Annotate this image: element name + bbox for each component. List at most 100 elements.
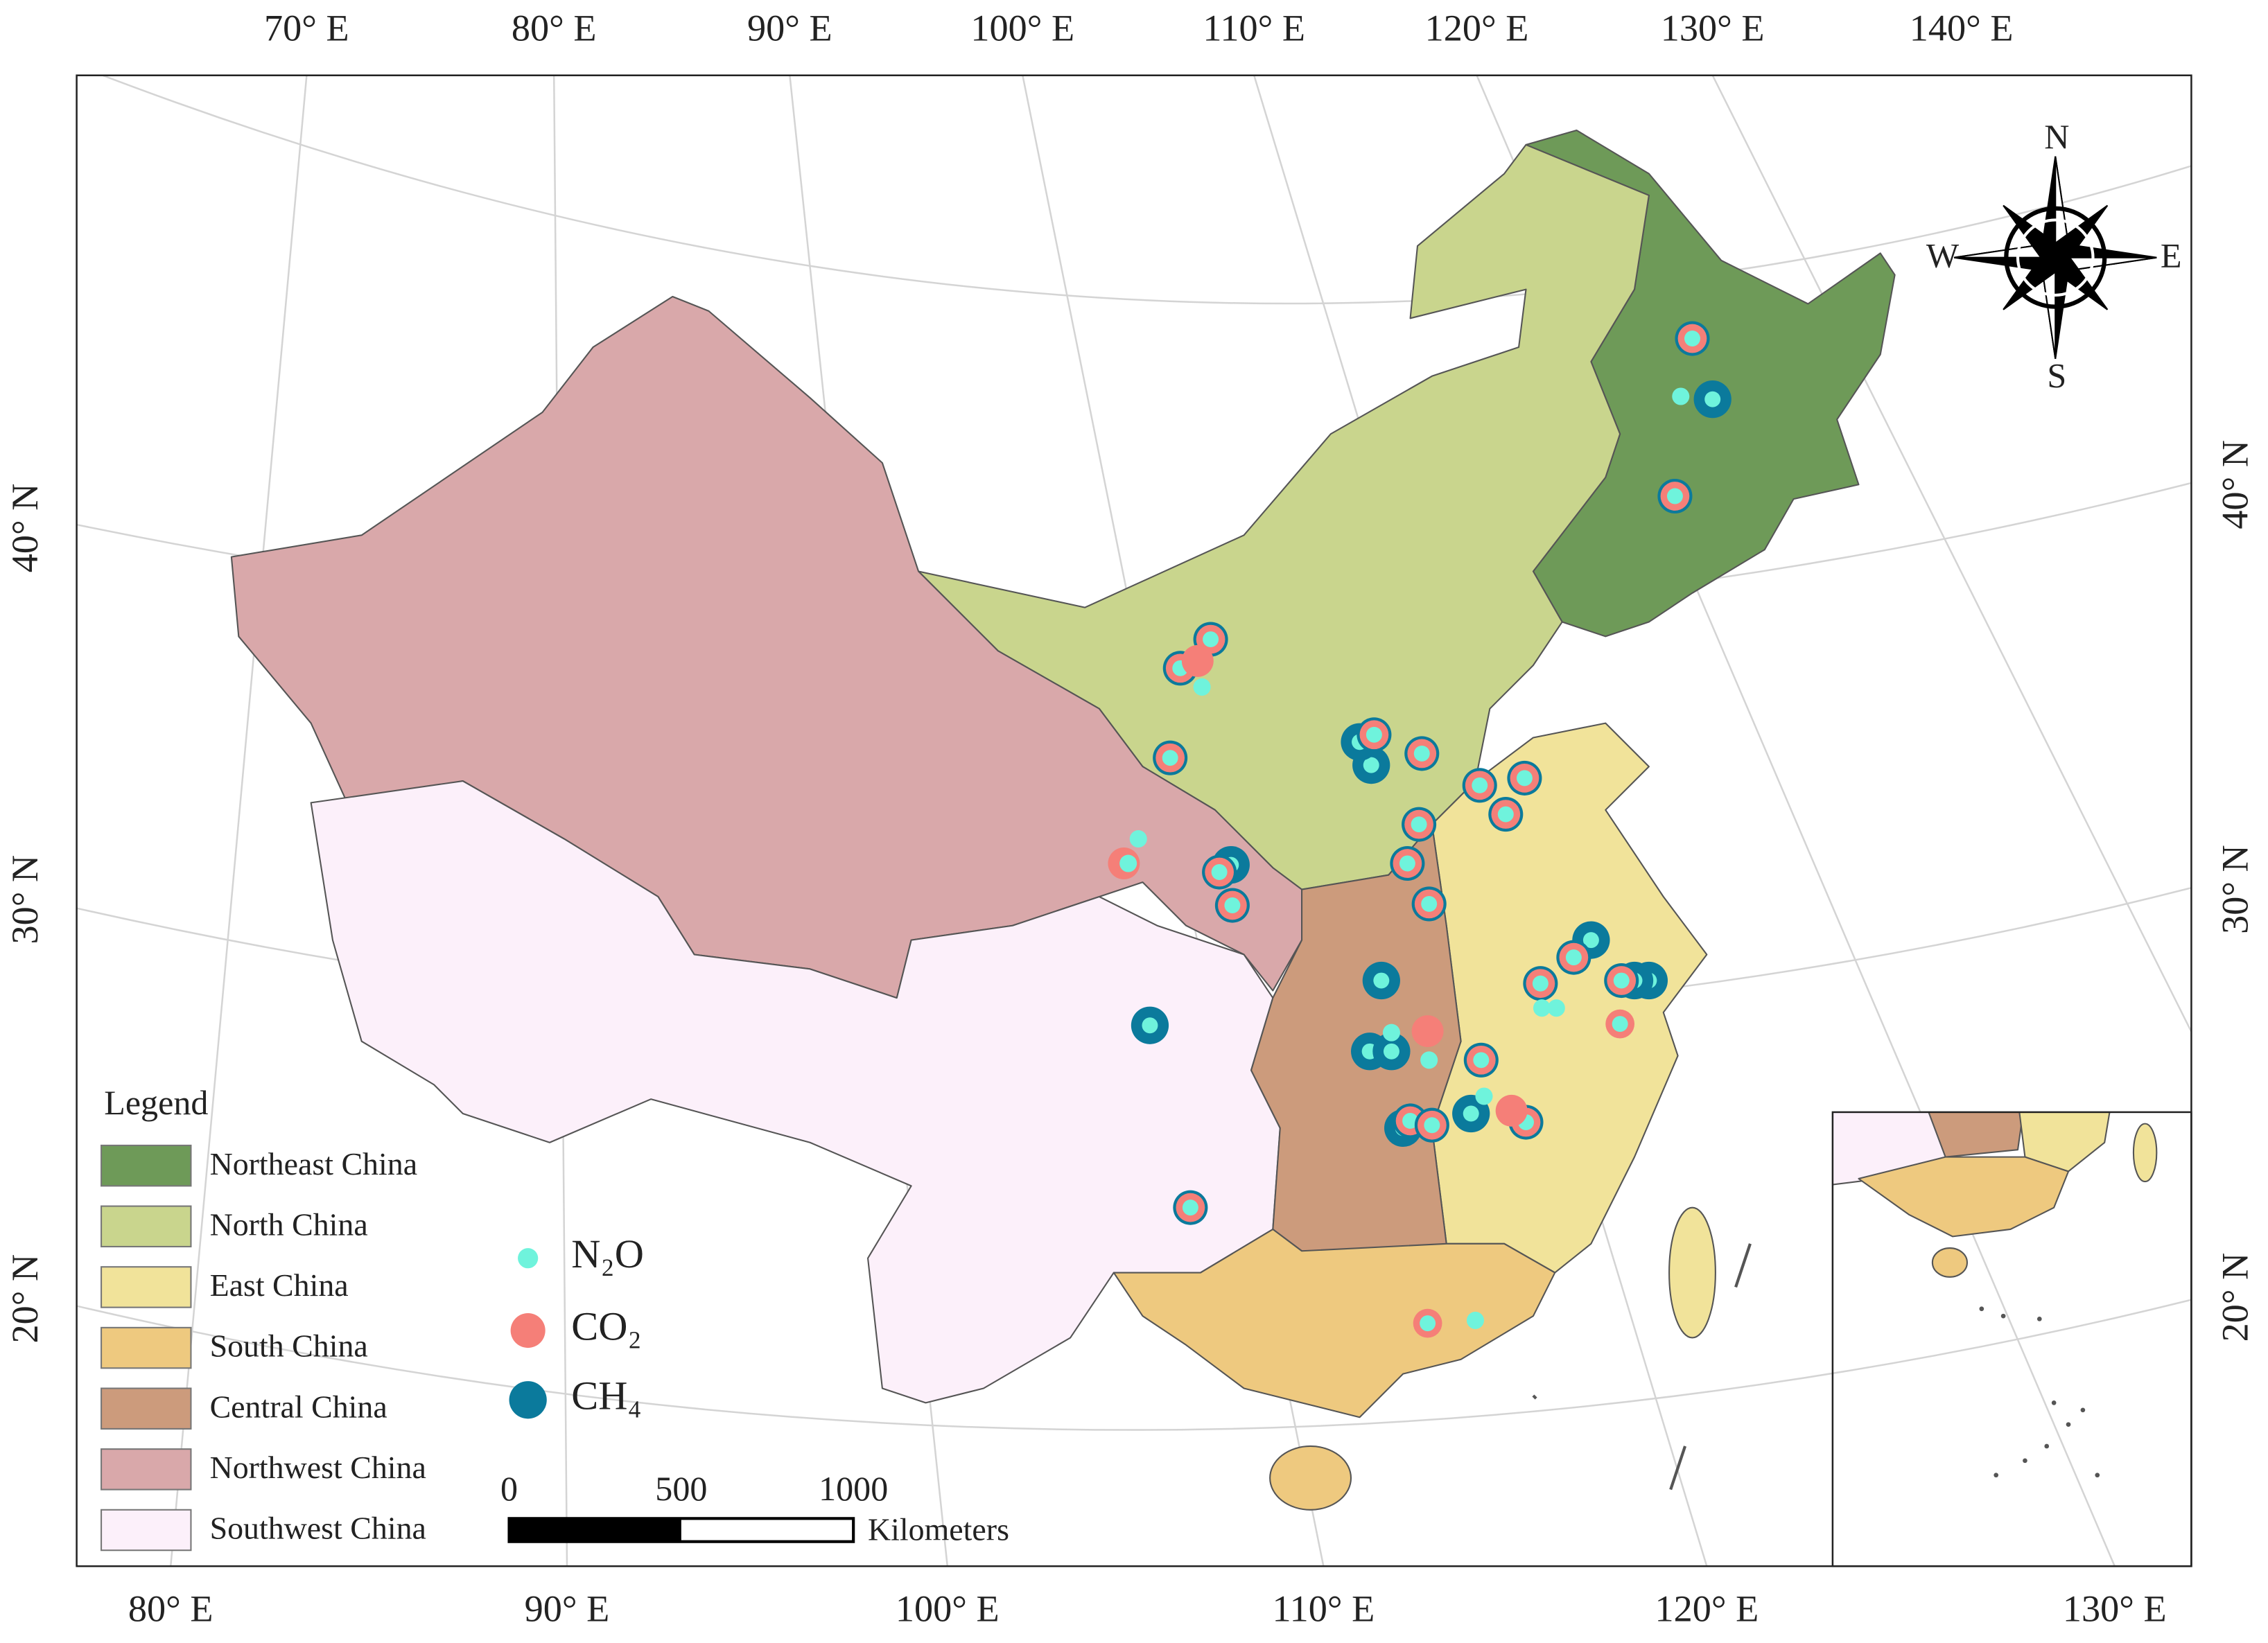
lon-label: 100° E bbox=[970, 8, 1074, 49]
site-n2o bbox=[1473, 1052, 1490, 1069]
sites bbox=[1108, 321, 1731, 1338]
region bbox=[1931, 1247, 1969, 1278]
lon-label: 120° E bbox=[1655, 1588, 1759, 1629]
site-n2o bbox=[1182, 1200, 1198, 1216]
site-co2 bbox=[1411, 1015, 1444, 1048]
compass-ring bbox=[2004, 206, 2107, 309]
legend-swatch bbox=[101, 1387, 192, 1430]
site-n2o bbox=[1421, 895, 1438, 912]
site-n2o bbox=[1475, 1087, 1493, 1105]
lon-label: 110° E bbox=[1272, 1588, 1375, 1629]
lon-label: 110° E bbox=[1203, 8, 1305, 49]
legend-title: Legend bbox=[104, 1083, 208, 1122]
lat-label: 40° N bbox=[2215, 440, 2256, 529]
island bbox=[2080, 1407, 2086, 1413]
compass-label: N bbox=[2044, 117, 2069, 156]
site-n2o bbox=[1666, 488, 1683, 504]
site-n2o bbox=[1672, 387, 1690, 405]
legend-label: Northeast China bbox=[210, 1146, 418, 1181]
region bbox=[1858, 1156, 2070, 1238]
island bbox=[2095, 1473, 2100, 1478]
site-n2o bbox=[1547, 999, 1565, 1017]
compass-ring bbox=[2016, 218, 2095, 297]
region bbox=[1113, 1228, 1556, 1418]
site-n2o bbox=[1129, 830, 1147, 848]
legend-swatch bbox=[101, 1205, 192, 1248]
compass-label: E bbox=[2161, 236, 2182, 274]
coast-line bbox=[1669, 1446, 1687, 1491]
legend-swatch bbox=[101, 1509, 192, 1552]
coast-line bbox=[1734, 1243, 1752, 1288]
island bbox=[2044, 1443, 2050, 1449]
legend-label: Central China bbox=[210, 1389, 387, 1424]
site-n2o bbox=[1193, 678, 1211, 696]
region bbox=[1269, 1445, 1352, 1511]
legend-swatch bbox=[101, 1448, 192, 1491]
compass-label: S bbox=[2047, 355, 2066, 394]
region bbox=[2018, 1112, 2111, 1172]
island bbox=[1994, 1473, 1999, 1478]
lon-label: 80° E bbox=[128, 1588, 213, 1629]
parallel bbox=[76, 1299, 2192, 1431]
coast-line bbox=[1532, 1394, 1537, 1400]
scale-label: 500 bbox=[655, 1469, 707, 1508]
island bbox=[1979, 1306, 1984, 1312]
island bbox=[2000, 1313, 2006, 1319]
lon-label: 90° E bbox=[747, 8, 832, 49]
island bbox=[2051, 1400, 2057, 1405]
site-n2o bbox=[1532, 975, 1549, 992]
site-n2o bbox=[1383, 1043, 1399, 1060]
legend-label: Northwest China bbox=[210, 1450, 426, 1485]
lat-label: 40° N bbox=[4, 484, 46, 573]
lon-label: 130° E bbox=[1661, 8, 1765, 49]
site-n2o bbox=[1203, 631, 1219, 648]
site-n2o bbox=[1420, 1051, 1438, 1069]
scale-label: 0 bbox=[500, 1469, 518, 1508]
gas-legend-label: CO₂ bbox=[571, 1303, 642, 1348]
lat-label: 30° N bbox=[4, 855, 46, 944]
map-frame bbox=[76, 74, 2192, 1567]
site-n2o bbox=[1472, 777, 1488, 793]
scale-label: 1000 bbox=[819, 1469, 888, 1508]
inset-map bbox=[1832, 1112, 2158, 1478]
lon-label: 100° E bbox=[896, 1588, 1000, 1629]
legend-swatch bbox=[101, 1266, 192, 1308]
lon-label: 90° E bbox=[525, 1588, 610, 1629]
site-n2o bbox=[1366, 726, 1382, 743]
site-n2o bbox=[1497, 806, 1514, 823]
site-n2o bbox=[1704, 391, 1721, 407]
site-n2o bbox=[1382, 1023, 1400, 1042]
region bbox=[2132, 1123, 2158, 1183]
lon-label: 130° E bbox=[2063, 1588, 2167, 1629]
site-n2o bbox=[1613, 972, 1630, 989]
lon-label: 70° E bbox=[264, 8, 349, 49]
region bbox=[1668, 1206, 1716, 1339]
site-n2o bbox=[1582, 932, 1599, 949]
lon-label: 140° E bbox=[1910, 8, 2014, 49]
site-n2o bbox=[1565, 949, 1582, 966]
island bbox=[2023, 1458, 2027, 1464]
gas-legend-label: N₂O bbox=[571, 1231, 644, 1276]
site-n2o bbox=[1424, 1117, 1440, 1134]
site-n2o bbox=[1373, 972, 1390, 989]
scale-bar bbox=[509, 1518, 681, 1542]
gas-legend-marker bbox=[518, 1248, 539, 1269]
labels: 70° E 80° E 90° E 100° E 110° E 120° E 130° E 1… bbox=[4, 8, 2256, 1630]
island bbox=[2066, 1422, 2071, 1427]
meridian bbox=[169, 75, 308, 1567]
region bbox=[1928, 1112, 2024, 1158]
lat-label: 20° N bbox=[4, 1254, 46, 1344]
site-n2o bbox=[1142, 1017, 1158, 1034]
lat-label: 30° N bbox=[2215, 845, 2256, 934]
lon-label: 80° E bbox=[512, 8, 597, 49]
legend-label: Southwest China bbox=[210, 1511, 426, 1546]
site-n2o bbox=[1224, 897, 1241, 914]
legend-swatch bbox=[101, 1326, 192, 1369]
site-n2o bbox=[1211, 864, 1228, 881]
site-co2 bbox=[1495, 1094, 1528, 1127]
lon-label: 120° E bbox=[1425, 8, 1529, 49]
site-n2o bbox=[1612, 1016, 1628, 1033]
compass bbox=[1954, 156, 2157, 359]
legend-label: South China bbox=[210, 1328, 368, 1364]
